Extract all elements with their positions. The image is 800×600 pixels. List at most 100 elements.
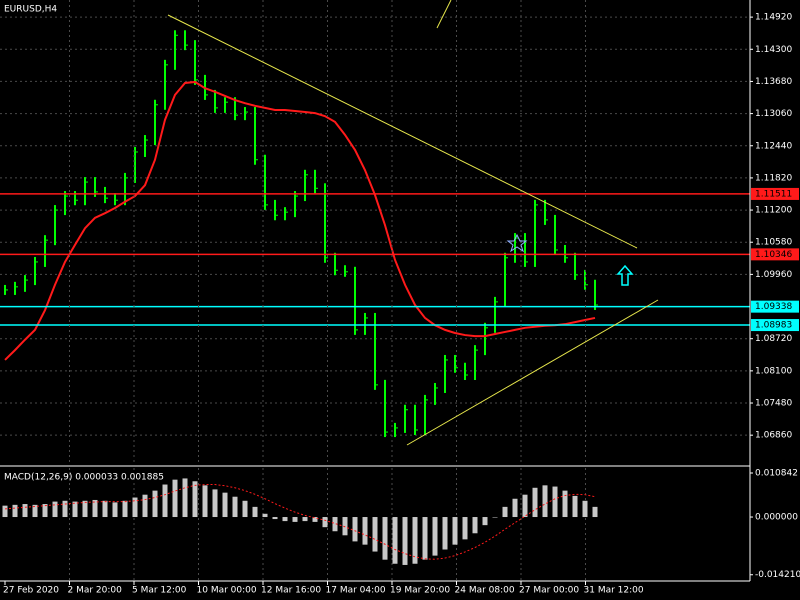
price-bar — [44, 235, 48, 267]
histogram-bar — [512, 498, 518, 518]
price-bar — [34, 256, 38, 286]
histogram-bar — [252, 506, 258, 518]
histogram-bar — [132, 497, 138, 518]
price-bar — [224, 97, 228, 113]
level-label-box — [751, 300, 799, 313]
x-tick-label: 10 Mar 00:00 — [197, 586, 257, 596]
histogram-bar — [82, 500, 88, 518]
histogram-bar — [542, 485, 548, 518]
price-bar — [274, 199, 278, 221]
y-tick-label: 1.08100 — [755, 366, 792, 376]
price-bar — [334, 252, 338, 276]
histogram-bar — [352, 517, 358, 542]
price-bar — [304, 169, 308, 202]
price-bar — [574, 252, 578, 280]
y-tick-label: 1.09960 — [755, 270, 792, 280]
price-bar — [164, 59, 168, 110]
histogram-bar — [422, 517, 428, 560]
price-bar — [264, 154, 268, 210]
histogram-bar — [92, 499, 98, 518]
histogram-bar — [382, 517, 388, 560]
level-label: 1.11511 — [755, 189, 792, 199]
y-tick-label: 1.14300 — [755, 45, 792, 55]
price-bar — [344, 265, 348, 277]
histogram-bar — [282, 517, 288, 522]
chart-title: EURUSD,H4 — [4, 5, 57, 15]
histogram-bar — [172, 479, 178, 518]
level-label: 1.08983 — [755, 321, 792, 331]
macd-title: MACD(12,26,9) 0.000033 0.001885 — [4, 473, 164, 483]
histogram-bar — [212, 489, 218, 518]
price-bar — [144, 135, 148, 157]
star-icon — [506, 233, 528, 253]
price-bar — [484, 322, 488, 356]
histogram-bar — [292, 517, 298, 522]
histogram-bar — [112, 502, 118, 518]
y-tick-label: -0.014210 — [755, 570, 800, 580]
price-bar — [194, 40, 198, 85]
histogram-bar — [492, 517, 498, 518]
x-tick-label: 27 Feb 2020 — [3, 586, 59, 596]
price-bar — [404, 404, 408, 433]
price-bar — [414, 404, 418, 435]
histogram-bar — [362, 517, 368, 545]
histogram-bar — [242, 500, 248, 518]
price-bar — [384, 379, 388, 438]
price-bar — [244, 107, 248, 121]
histogram-bar — [62, 500, 68, 518]
price-bar — [444, 354, 448, 393]
price-bar — [114, 193, 118, 206]
x-tick-label: 31 Mar 12:00 — [584, 586, 644, 596]
x-tick-label: 17 Mar 04:00 — [326, 586, 386, 596]
price-bar — [394, 422, 398, 438]
level-label: 1.10346 — [755, 250, 792, 260]
histogram-bar — [522, 494, 528, 518]
histogram-bar — [462, 517, 468, 540]
histogram-bar — [562, 490, 568, 518]
y-tick-label: 1.13680 — [755, 77, 792, 87]
histogram-bar — [52, 501, 58, 518]
histogram-bar — [482, 517, 488, 526]
y-tick-label: 1.10580 — [755, 238, 792, 248]
price-bar — [124, 172, 128, 206]
signal-line — [4, 484, 596, 560]
y-tick-label: 1.14920 — [755, 13, 792, 23]
price-bar — [64, 191, 68, 216]
histogram-bar — [192, 481, 198, 518]
histogram-bar — [12, 504, 18, 518]
histogram-bar — [42, 504, 48, 518]
histogram-bar — [232, 496, 238, 518]
price-bar — [474, 345, 478, 381]
level-label-box — [751, 248, 799, 261]
y-tick-label: 0.010842 — [755, 468, 798, 478]
histogram-bar — [442, 517, 448, 550]
up-arrow — [616, 264, 634, 286]
price-bar — [464, 362, 468, 381]
price-bar — [184, 30, 188, 51]
price-bar — [544, 199, 548, 225]
y-tick-label: 0.000000 — [755, 513, 798, 523]
histogram-bar — [122, 500, 128, 518]
histogram-bar — [452, 517, 458, 545]
histogram-bar — [502, 506, 508, 518]
histogram-bar — [532, 487, 538, 518]
histogram-bar — [372, 517, 378, 552]
histogram-bar — [142, 494, 148, 518]
histogram-bar — [592, 506, 598, 518]
y-tick-label: 1.07480 — [755, 399, 792, 409]
price-bar — [554, 214, 558, 256]
x-tick-label: 24 Mar 08:00 — [455, 586, 515, 596]
histogram-bar — [22, 504, 28, 518]
trend-line — [167, 14, 638, 249]
histogram-bar — [222, 492, 228, 518]
histogram-bar — [432, 517, 438, 556]
histogram-bar — [412, 517, 418, 564]
level-label-box — [751, 319, 799, 332]
histogram-bar — [302, 517, 308, 522]
level-label: 1.09338 — [755, 302, 792, 312]
price-bar — [134, 146, 138, 183]
price-bar — [434, 382, 438, 405]
